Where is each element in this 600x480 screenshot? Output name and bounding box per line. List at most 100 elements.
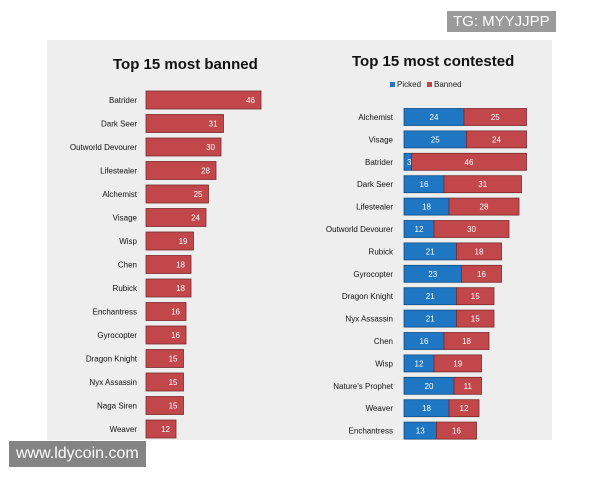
contested-banned-bar-dark-seer (443, 175, 522, 194)
contested-banned-bar-weaver (448, 399, 480, 418)
picked-value-rubick: 21 (426, 247, 435, 256)
contested-banned-value-weaver: 12 (460, 404, 469, 413)
picked-value-nature-s-prophet: 20 (425, 382, 434, 391)
banned-value-dragon-knight: 15 (169, 355, 178, 364)
contested-banned-value-outworld-devourer: 30 (467, 225, 476, 234)
banned-chart-title: Top 15 most banned (113, 56, 258, 73)
banned-category-chen: Chen (118, 261, 137, 270)
banned-value-batrider: 46 (246, 96, 255, 105)
banned-bar-lifestealer (145, 161, 217, 180)
banned-bar-visage (145, 208, 207, 227)
picked-value-dark-seer: 16 (420, 180, 429, 189)
banned-bar-alchemist (145, 184, 209, 204)
banned-category-wisp: Wisp (119, 237, 137, 246)
banned-value-nyx-assassin: 15 (169, 378, 178, 387)
banned-value-enchantress: 16 (171, 308, 180, 317)
contested-banned-value-wisp: 19 (453, 359, 462, 368)
banned-category-dark-seer: Dark Seer (101, 120, 137, 129)
chart-panel (47, 40, 552, 440)
banned-value-gyrocopter: 16 (171, 331, 180, 340)
banned-value-dark-seer: 31 (209, 120, 218, 129)
contested-banned-bar-outworld-devourer (433, 220, 510, 238)
banned-category-batrider: Batrider (109, 96, 137, 105)
banned-bar-nyx-assassin (145, 372, 184, 392)
contested-banned-bar-nyx-assassin (456, 309, 495, 328)
banned-value-naga-siren: 15 (169, 402, 178, 411)
contested-category-nyx-assassin: Nyx Assassin (345, 315, 393, 324)
contested-chart-title: Top 15 most contested (352, 53, 515, 70)
contested-category-lifestealer: Lifestealer (356, 203, 393, 212)
banned-value-chen: 18 (176, 261, 185, 270)
banned-category-dragon-knight: Dragon Knight (86, 355, 138, 364)
legend-label-picked: Picked (397, 80, 422, 89)
picked-value-chen: 16 (420, 337, 429, 346)
legend-swatch-banned (427, 82, 433, 87)
banned-category-visage: Visage (113, 214, 138, 223)
contested-banned-bar-wisp (433, 354, 482, 373)
banned-bar-dragon-knight (145, 349, 184, 368)
picked-value-wisp: 12 (415, 359, 424, 368)
picked-value-outworld-devourer: 12 (415, 225, 424, 234)
contested-banned-value-rubick: 18 (475, 247, 484, 256)
contested-category-enchantress: Enchantress (349, 427, 393, 436)
picked-value-gyrocopter: 23 (428, 270, 437, 279)
contested-category-rubick: Rubick (369, 247, 394, 256)
banned-value-rubick: 18 (176, 284, 185, 293)
picked-value-weaver: 18 (422, 404, 431, 413)
picked-value-nyx-assassin: 21 (426, 315, 435, 324)
banned-bar-batrider (145, 90, 262, 110)
contested-banned-bar-nature-s-prophet (453, 376, 482, 395)
banned-bar-dark-seer (145, 114, 224, 133)
contested-banned-value-alchemist: 25 (491, 113, 500, 122)
banned-category-enchantress: Enchantress (93, 308, 137, 317)
contested-banned-value-gyrocopter: 16 (477, 270, 486, 279)
contested-banned-value-dragon-knight: 15 (471, 292, 480, 301)
banned-value-wisp: 19 (179, 237, 188, 246)
banned-bar-gyrocopter (145, 325, 187, 345)
contested-category-dragon-knight: Dragon Knight (342, 292, 394, 301)
contested-banned-value-nature-s-prophet: 11 (464, 382, 473, 391)
contested-category-alchemist: Alchemist (358, 113, 393, 122)
banned-category-weaver: Weaver (110, 425, 138, 434)
contested-banned-value-nyx-assassin: 15 (471, 315, 480, 324)
contested-banned-value-chen: 18 (462, 337, 471, 346)
banned-value-outworld-devourer: 30 (206, 143, 215, 152)
contested-category-batrider: Batrider (365, 158, 393, 167)
contested-category-weaver: Weaver (366, 404, 394, 413)
legend-item-banned: Banned (427, 80, 462, 89)
banned-category-rubick: Rubick (113, 284, 138, 293)
banned-value-weaver: 12 (161, 425, 170, 434)
contested-banned-bar-batrider (411, 152, 527, 171)
banned-bar-chen (145, 255, 192, 274)
banned-value-alchemist: 25 (194, 190, 203, 199)
legend-label-banned: Banned (434, 80, 462, 89)
contested-banned-bar-rubick (456, 242, 502, 261)
contested-banned-bar-visage (466, 130, 527, 149)
banned-category-gyrocopter: Gyrocopter (97, 331, 137, 340)
contested-legend: Picked Banned (390, 80, 465, 89)
banned-category-nyx-assassin: Nyx Assassin (89, 378, 137, 387)
contested-category-nature-s-prophet: Nature's Prophet (333, 382, 394, 391)
banned-category-alchemist: Alchemist (102, 190, 137, 199)
banned-value-lifestealer: 28 (201, 167, 210, 176)
banned-bar-rubick (145, 278, 192, 298)
contested-category-wisp: Wisp (375, 359, 393, 368)
contested-category-dark-seer: Dark Seer (357, 180, 393, 189)
legend-swatch-picked (390, 82, 395, 87)
contested-banned-value-enchantress: 16 (452, 427, 461, 436)
contested-banned-value-batrider: 46 (465, 158, 474, 167)
banned-category-outworld-devourer: Outworld Devourer (70, 143, 137, 152)
contested-category-gyrocopter: Gyrocopter (353, 270, 393, 279)
contested-banned-bar-dragon-knight (456, 287, 495, 306)
watermark-site: www.ldycoin.com (9, 441, 146, 467)
banned-category-naga-siren: Naga Siren (97, 402, 137, 411)
picked-value-dragon-knight: 21 (426, 292, 435, 301)
contested-banned-value-visage: 24 (492, 135, 501, 144)
watermark-tg: TG: MYYJJPP (447, 11, 556, 32)
contested-banned-bar-alchemist (463, 108, 527, 126)
picked-value-lifestealer: 18 (422, 203, 431, 212)
contested-banned-bar-gyrocopter (461, 264, 502, 283)
banned-bar-weaver (145, 419, 177, 439)
banned-bar-naga-siren (145, 396, 184, 415)
